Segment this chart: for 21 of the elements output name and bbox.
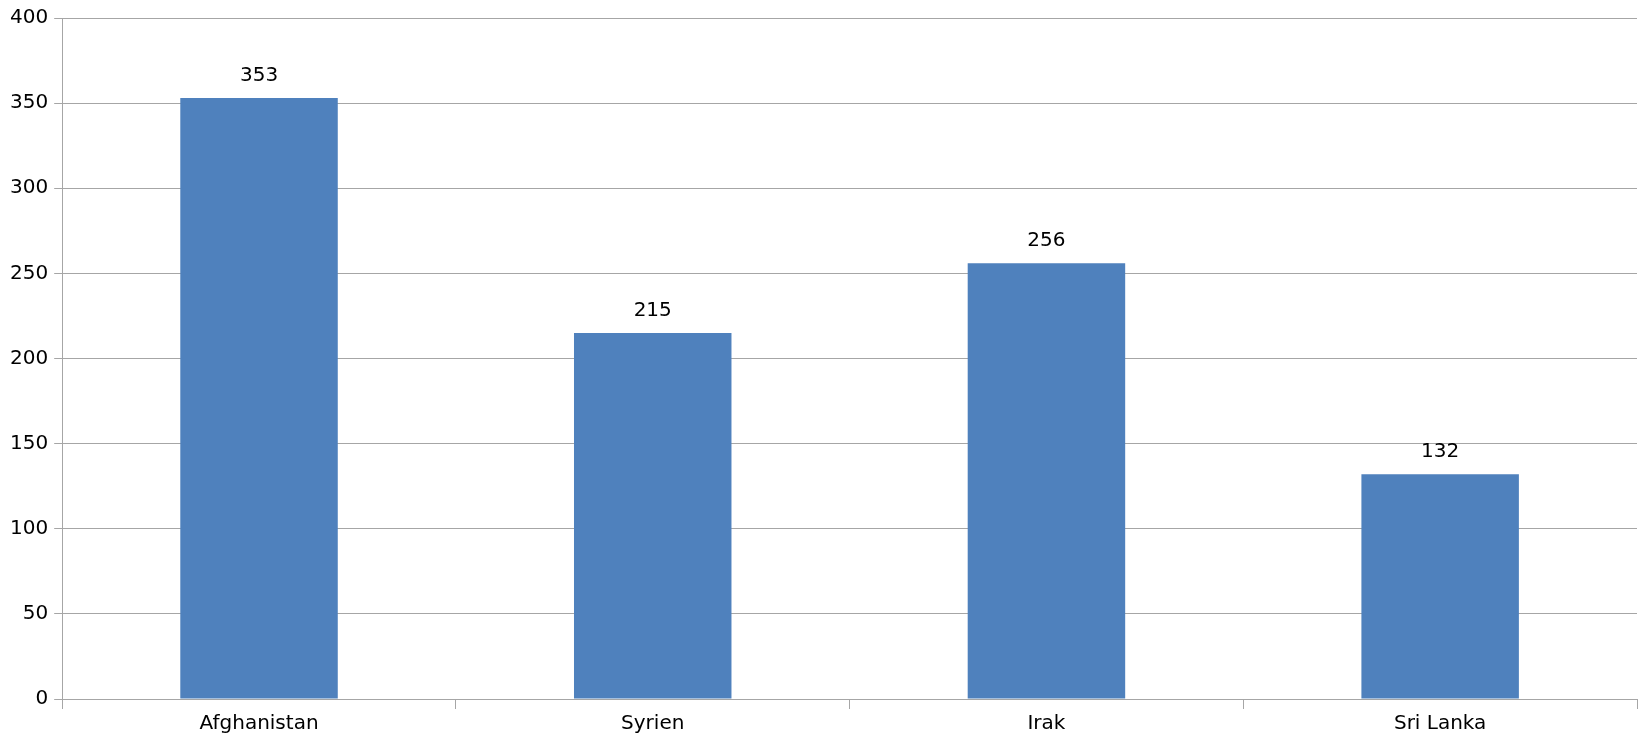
x-tick-label: Afghanistan [199, 710, 319, 735]
bar [967, 263, 1126, 699]
bar [1361, 474, 1519, 699]
y-tick-label: 150 [9, 429, 49, 454]
y-tick-label: 350 [9, 89, 49, 114]
y-tick-label: 250 [9, 259, 49, 284]
data-label: 353 [239, 62, 279, 87]
data-label: 256 [1027, 227, 1066, 252]
bar [573, 332, 732, 699]
y-tick-label: 200 [9, 344, 49, 369]
y-tick-label: 100 [9, 514, 49, 539]
data-label: 215 [633, 297, 672, 322]
x-tick-label: Syrien [621, 710, 685, 735]
y-tick-label: 50 [22, 600, 49, 625]
x-tick-label: Sri Lanka [1393, 710, 1487, 735]
data-label: 132 [1421, 438, 1460, 463]
y-tick-label: 400 [9, 4, 49, 29]
x-tick-label: Irak [1027, 710, 1066, 735]
y-tick-label: 0 [35, 685, 49, 710]
y-tick-label: 300 [9, 174, 49, 199]
bar [180, 98, 338, 699]
